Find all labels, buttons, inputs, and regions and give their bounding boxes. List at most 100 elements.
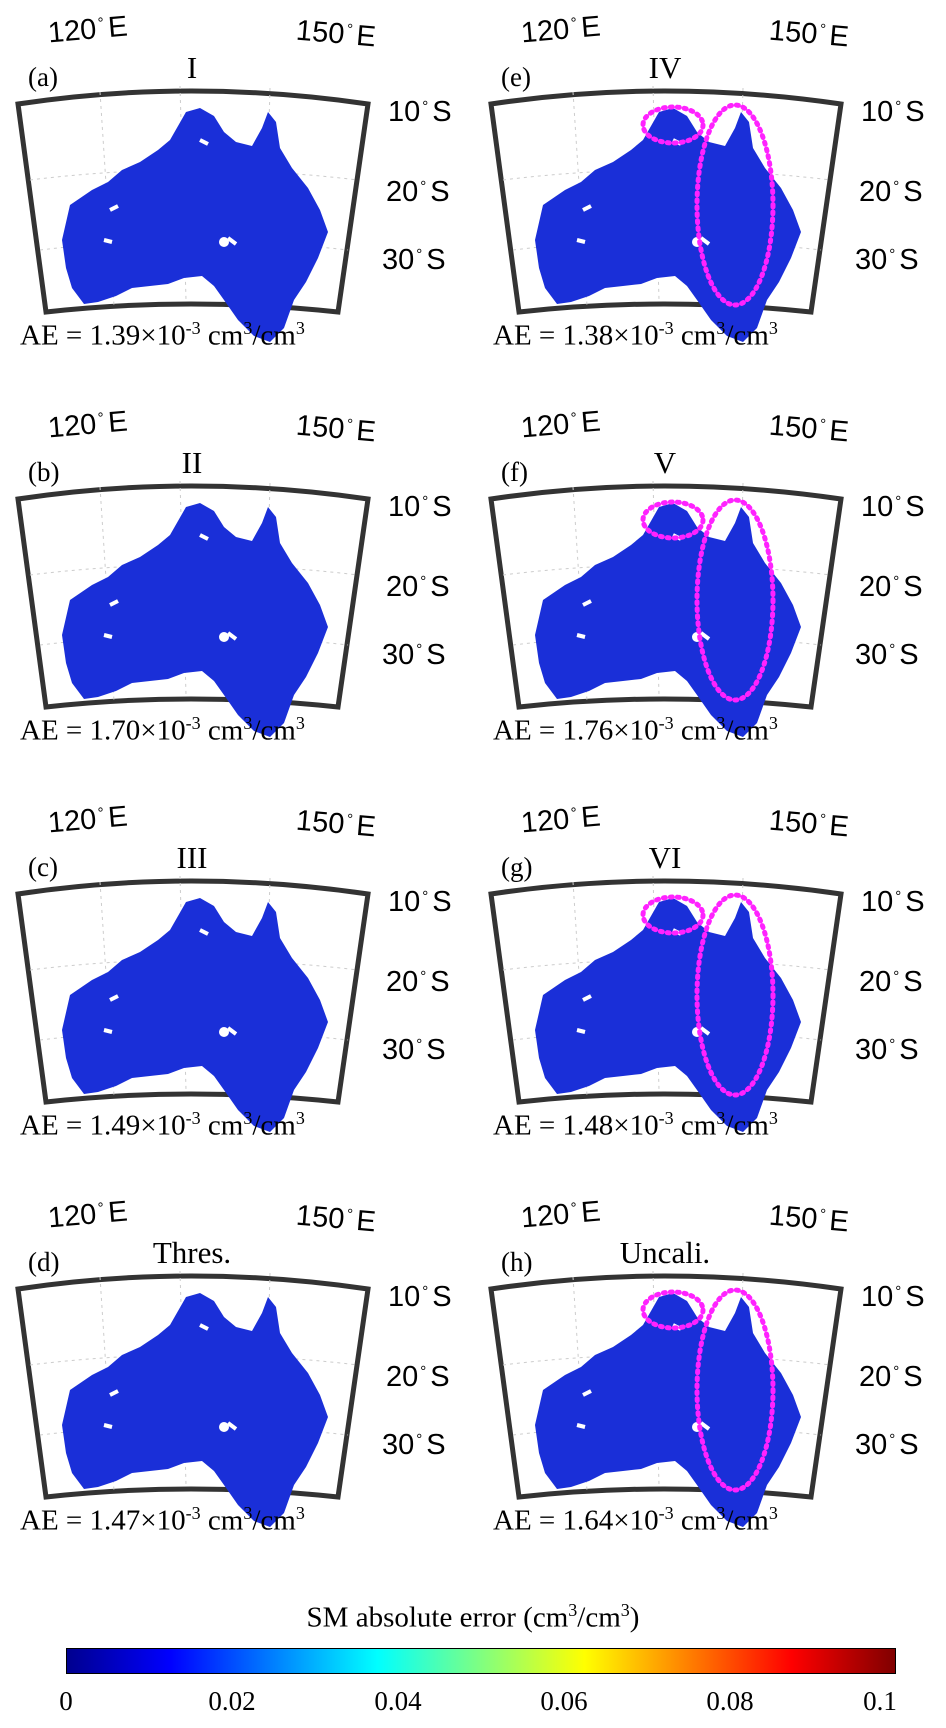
map-frame	[488, 1270, 844, 1527]
australia-map	[535, 898, 801, 1132]
panel-title: II	[181, 445, 203, 480]
panel-label: (e)	[501, 62, 531, 92]
highlight-ellipse	[640, 104, 706, 146]
panel-label: (b)	[28, 457, 60, 487]
lat-label-30: 30 ° S	[855, 1429, 919, 1461]
highlight-ellipse	[694, 1287, 776, 1493]
panel-title: Thres.	[152, 1235, 232, 1270]
panel-label: (a)	[28, 62, 58, 92]
map-panel-c: 120°E 150°E (c) III 10 ° S 20 ° S 30 ° S AE = 1.49×10…	[0, 790, 473, 1188]
lat-label-30: 30 ° S	[855, 639, 919, 671]
lat-label-20: 20 ° S	[859, 176, 923, 208]
ae-annotation: AE = 1.76×10-3 cm3/cm3	[493, 713, 778, 747]
map-panel-f: 120°E 150°E (f) V 10 ° S 20 ° S 30 ° S AE = 1.76×10-3…	[473, 395, 946, 793]
missing-data	[576, 138, 711, 246]
panel-label: (d)	[28, 1247, 60, 1277]
panel-title: V	[653, 445, 677, 480]
colorbar-tick: 0	[59, 1686, 73, 1716]
map-frame	[488, 85, 844, 342]
australia-map	[535, 503, 801, 737]
lat-label-20: 20 ° S	[859, 966, 923, 998]
map-panel-a: 120°E 150°E (a) I 10 ° S 20 ° S 30 ° S AE = 1.39×10-3…	[0, 0, 473, 398]
ae-annotation: AE = 1.47×10-3 cm3/cm3	[20, 1503, 305, 1537]
australia-map	[62, 503, 328, 737]
australia-map	[62, 108, 328, 342]
lat-label-10: 10 ° S	[861, 96, 925, 128]
lat-label-30: 30 ° S	[382, 244, 446, 276]
australia-map	[62, 1293, 328, 1527]
map-panel-g: 120°E 150°E (g) VI 10 ° S 20 ° S 30 ° S AE = 1.48×10-…	[473, 790, 946, 1188]
lat-label-10: 10 ° S	[388, 1281, 452, 1313]
ae-annotation: AE = 1.70×10-3 cm3/cm3	[20, 713, 305, 747]
map-frame	[15, 875, 371, 1132]
lat-label-30: 30 ° S	[382, 639, 446, 671]
missing-data	[576, 533, 711, 641]
australia-map	[535, 108, 801, 342]
lat-label-30: 30 ° S	[382, 1034, 446, 1066]
map-frame	[15, 1270, 371, 1527]
lat-label-20: 20 ° S	[859, 571, 923, 603]
colorbar-tick: 0.1	[863, 1686, 897, 1716]
map-panel-h: 120°E 150°E (h) Uncali. 10 ° S 20 ° S 30 ° S AE = 1.6…	[473, 1185, 946, 1583]
highlight-ellipse	[640, 1289, 706, 1331]
ae-annotation: AE = 1.49×10-3 cm3/cm3	[20, 1108, 305, 1142]
colorbar-tick: 0.02	[208, 1686, 256, 1716]
panel-title: I	[186, 50, 198, 85]
ae-annotation: AE = 1.39×10-3 cm3/cm3	[20, 318, 305, 352]
panel-title: III	[176, 840, 208, 875]
highlight-ellipse	[640, 894, 706, 936]
ae-annotation: AE = 1.64×10-3 cm3/cm3	[493, 1503, 778, 1537]
australia-map	[535, 1293, 801, 1527]
colorbar-tick: 0.04	[374, 1686, 422, 1716]
panel-title: VI	[648, 840, 682, 875]
missing-data	[103, 138, 238, 246]
colorbar-title: SM absolute error (cm3/cm3)	[306, 1600, 640, 1634]
ae-annotation: AE = 1.48×10-3 cm3/cm3	[493, 1108, 778, 1142]
lat-label-10: 10 ° S	[388, 491, 452, 523]
map-panel-e: 120°E 150°E (e) IV 10 ° S 20 ° S 30 ° S AE = 1.38×10-…	[473, 0, 946, 398]
panel-label: (c)	[28, 852, 58, 882]
map-frame	[488, 480, 844, 737]
highlight-ellipse	[694, 892, 776, 1098]
lat-label-10: 10 ° S	[861, 886, 925, 918]
colorbar-tick: 0.08	[706, 1686, 754, 1716]
lat-label-10: 10 ° S	[861, 1281, 925, 1313]
colorbar	[66, 1648, 896, 1674]
lat-label-20: 20 ° S	[386, 966, 450, 998]
ae-annotation: AE = 1.38×10-3 cm3/cm3	[493, 318, 778, 352]
missing-data	[219, 632, 229, 642]
missing-data	[576, 1323, 711, 1431]
missing-data	[219, 1027, 229, 1037]
map-frame	[15, 85, 371, 342]
australia-map	[62, 898, 328, 1132]
colorbar-tick: 0.06	[540, 1686, 588, 1716]
panel-label: (f)	[501, 457, 528, 487]
panel-title: Uncali.	[619, 1235, 711, 1270]
highlight-ellipse	[694, 102, 776, 308]
lat-label-20: 20 ° S	[386, 571, 450, 603]
map-panel-d: 120°E 150°E (d) Thres. 10 ° S 20 ° S 30 ° S AE = 1.47…	[0, 1185, 473, 1583]
lat-label-20: 20 ° S	[386, 176, 450, 208]
map-frame	[488, 875, 844, 1132]
missing-data	[103, 1323, 238, 1431]
missing-data	[103, 533, 238, 641]
panel-label: (h)	[501, 1247, 533, 1277]
missing-data	[219, 1422, 229, 1432]
lat-label-10: 10 ° S	[388, 96, 452, 128]
lat-label-30: 30 ° S	[855, 244, 919, 276]
lat-label-10: 10 ° S	[388, 886, 452, 918]
panel-label: (g)	[501, 852, 533, 882]
map-panel-b: 120°E 150°E (b) II 10 ° S 20 ° S 30 ° S AE = 1.70×10-…	[0, 395, 473, 793]
missing-data	[219, 237, 229, 247]
lat-label-30: 30 ° S	[382, 1429, 446, 1461]
lat-label-20: 20 ° S	[386, 1361, 450, 1393]
lat-label-20: 20 ° S	[859, 1361, 923, 1393]
map-frame	[15, 480, 371, 737]
missing-data	[576, 928, 711, 1036]
panel-title: IV	[648, 50, 682, 85]
missing-data	[103, 928, 238, 1036]
lat-label-30: 30 ° S	[855, 1034, 919, 1066]
highlight-ellipse	[694, 497, 776, 703]
lat-label-10: 10 ° S	[861, 491, 925, 523]
highlight-ellipse	[640, 499, 706, 541]
